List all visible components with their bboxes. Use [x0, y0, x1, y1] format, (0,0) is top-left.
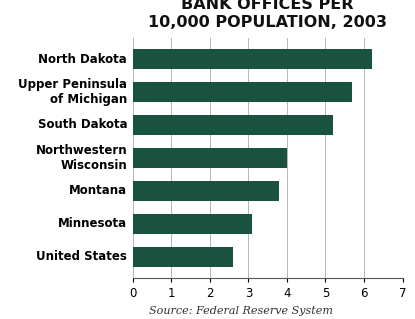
- Bar: [133, 82, 352, 102]
- Title: BANK OFFICES PER
10,000 POPULATION, 2003: BANK OFFICES PER 10,000 POPULATION, 2003: [148, 0, 387, 30]
- Bar: [133, 49, 372, 69]
- Bar: [133, 181, 279, 201]
- Bar: [133, 115, 333, 135]
- Text: Source: Federal Reserve System: Source: Federal Reserve System: [149, 306, 333, 316]
- Bar: [133, 247, 233, 267]
- Bar: [133, 148, 287, 168]
- Bar: [133, 214, 252, 234]
